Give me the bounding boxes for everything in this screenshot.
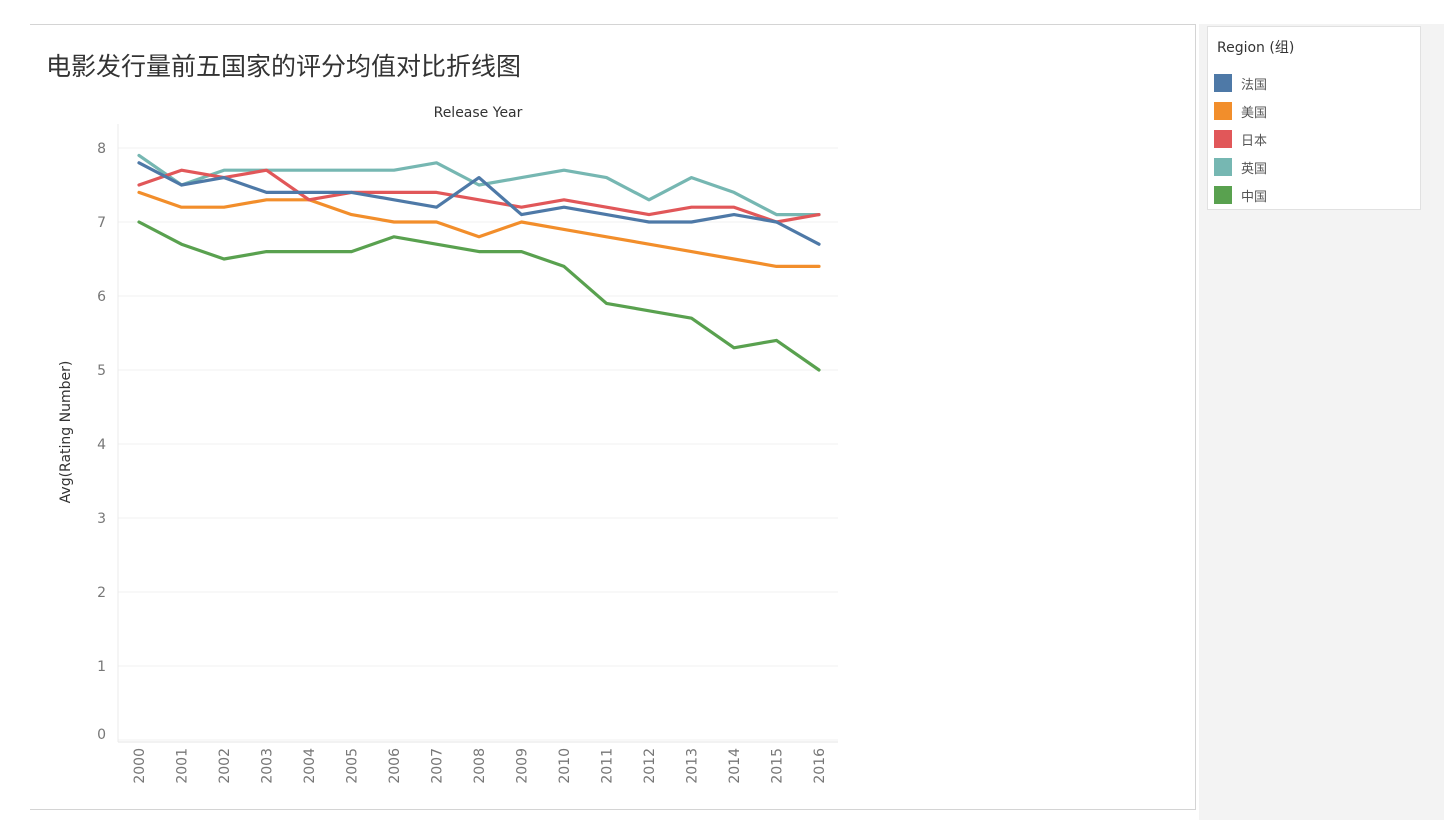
x-tick-label: 2003 [260, 748, 276, 784]
legend-item-france[interactable]: 法国 [1214, 73, 1267, 93]
legend-label: 法国 [1241, 77, 1268, 93]
series-line [137, 161, 821, 246]
y-tick-label: 1 [97, 659, 106, 675]
x-tick-label: 2007 [430, 748, 446, 784]
y-tick-label: 4 [97, 437, 106, 453]
series-line [137, 220, 821, 372]
legend-swatch [1214, 102, 1232, 120]
legend-item-china[interactable]: 中国 [1214, 185, 1267, 205]
series-line [137, 190, 821, 268]
legend-title: Region (组) [1217, 40, 1295, 56]
series-line [137, 168, 821, 224]
x-tick-label: 2012 [642, 748, 658, 784]
y-tick-label: 3 [97, 511, 106, 527]
chart-panel [30, 24, 1196, 810]
y-tick-label: 6 [97, 289, 106, 305]
side-panel: Region (组) 法国 美国 日本 英国 中国 [1199, 24, 1444, 820]
chart-title: 电影发行量前五国家的评分均值对比折线图 [46, 52, 522, 81]
x-tick-label: 2014 [727, 748, 743, 784]
legend: Region (组) 法国 美国 日本 英国 中国 [1207, 26, 1421, 210]
x-tick-label: 2016 [812, 748, 828, 784]
series-line [137, 153, 821, 217]
x-tick-label: 2001 [175, 748, 191, 784]
legend-swatch [1214, 130, 1232, 148]
line-chart: 0 1 2 3 4 5 6 7 8 2000 2001 2002 2003 2004 2005 2006 200… [58, 105, 838, 784]
x-tick-label: 2011 [600, 748, 616, 784]
y-tick-label: 2 [97, 585, 106, 601]
legend-label: 英国 [1241, 161, 1268, 177]
y-tick-label: 7 [97, 215, 106, 231]
legend-label: 中国 [1241, 189, 1268, 205]
x-tick-label: 2009 [515, 748, 531, 784]
legend-item-japan[interactable]: 日本 [1214, 129, 1267, 149]
x-axis-title: Release Year [434, 105, 523, 121]
x-tick-label: 2013 [685, 748, 701, 784]
legend-item-uk[interactable]: 英国 [1214, 157, 1267, 177]
legend-label: 美国 [1241, 105, 1268, 121]
x-tick-label: 2000 [132, 748, 148, 784]
y-tick-label: 5 [97, 363, 106, 379]
x-tick-label: 2005 [345, 748, 361, 784]
legend-swatch [1214, 186, 1232, 204]
y-tick-label: 8 [97, 141, 106, 157]
legend-swatch [1214, 158, 1232, 176]
legend-item-usa[interactable]: 美国 [1214, 101, 1267, 121]
x-tick-label: 2006 [387, 748, 403, 784]
x-tick-label: 2004 [302, 748, 318, 784]
x-tick-label: 2010 [557, 748, 573, 784]
x-tick-label: 2008 [472, 748, 488, 784]
x-tick-label: 2015 [770, 748, 786, 784]
x-tick-label: 2002 [217, 748, 233, 784]
y-tick-label: 0 [97, 727, 106, 743]
y-axis-title: Avg(Rating Number) [58, 361, 74, 504]
legend-label: 日本 [1241, 133, 1268, 149]
legend-swatch [1214, 74, 1232, 92]
